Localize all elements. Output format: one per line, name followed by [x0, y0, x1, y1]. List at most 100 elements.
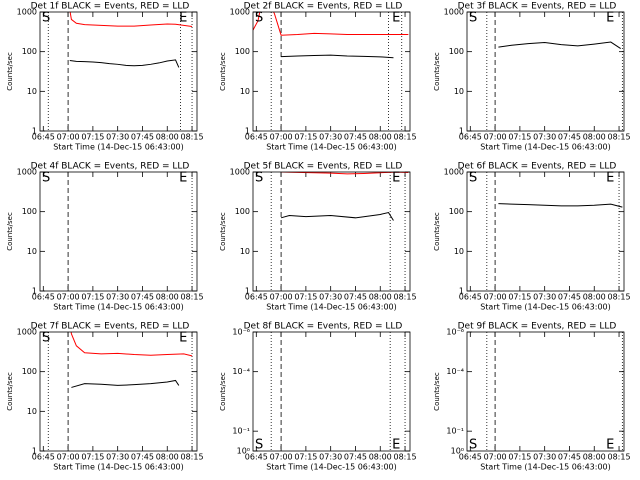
x-tick-label: 07:45	[344, 133, 367, 142]
x-tick-label: 07:45	[558, 453, 581, 462]
x-tick-label: 08:15	[608, 133, 631, 142]
plot-frame	[252, 331, 411, 452]
x-tick-label: 08:00	[369, 453, 392, 462]
y-axis-label: Counts/sec	[433, 372, 441, 411]
x-tick-label: 07:30	[533, 133, 556, 142]
x-tick-label: 07:00	[57, 453, 80, 462]
chart-title: Det 9f BLACK = Events, RED = LLD	[458, 322, 617, 332]
plot-frame	[252, 11, 411, 132]
y-axis-label: Counts/sec	[219, 212, 227, 251]
panel: Det 6f BLACK = Events, RED = LLD Counts/s…	[433, 162, 631, 312]
x-tick-label: 06:45	[32, 133, 55, 142]
y-tick-label: 10⁻⁶	[232, 328, 250, 337]
plot-frame	[466, 331, 625, 452]
y-tick-label: 1	[245, 287, 250, 296]
x-axis-label: Start Time (14-Dec-15 06:43:00)	[266, 143, 397, 152]
panel: Det 9f BLACK = Events, RED = LLD Counts/s…	[433, 322, 631, 472]
x-tick-label: 07:15	[81, 133, 104, 142]
y-tick-label: 1	[459, 287, 464, 296]
x-tick-label: 07:15	[294, 293, 317, 302]
y-axis-label: Counts/sec	[219, 372, 227, 411]
annotation: E	[606, 11, 614, 26]
y-tick-label: 10	[27, 247, 37, 256]
y-tick-label: 1000	[17, 328, 37, 337]
panel: Det 5f BLACK = Events, RED = LLD Counts/s…	[219, 162, 417, 312]
plot-frame	[39, 331, 198, 452]
x-tick-label: 07:15	[81, 453, 104, 462]
x-tick-label: 08:15	[181, 453, 204, 462]
panel: Det 8f BLACK = Events, RED = LLD Counts/s…	[219, 322, 417, 472]
annotation: E	[392, 11, 400, 26]
x-tick-label: 07:15	[294, 453, 317, 462]
annotation: E	[179, 171, 187, 186]
chart-title: Det 6f BLACK = Events, RED = LLD	[458, 162, 617, 172]
x-tick-label: 07:45	[344, 293, 367, 302]
x-tick-label: 07:00	[57, 293, 80, 302]
panel: Det 3f BLACK = Events, RED = LLD Counts/s…	[433, 2, 631, 152]
y-tick-label: 10⁰	[451, 447, 464, 456]
plot-frame	[39, 11, 198, 132]
x-tick-label: 08:15	[608, 453, 631, 462]
y-tick-label: 1	[459, 127, 464, 136]
y-tick-label: 100	[235, 47, 250, 56]
x-tick-label: 07:15	[294, 133, 317, 142]
x-tick-label: 06:45	[459, 133, 482, 142]
x-axis-label: Start Time (14-Dec-15 06:43:00)	[266, 303, 397, 312]
x-tick-label: 07:00	[484, 133, 507, 142]
y-tick-label: 10⁰	[237, 447, 250, 456]
x-tick-label: 08:15	[181, 293, 204, 302]
annotation: S	[255, 11, 263, 26]
y-tick-label: 10	[27, 87, 37, 96]
annotation: S	[469, 438, 477, 453]
y-axis-label: Counts/sec	[433, 212, 441, 251]
series-line	[253, 12, 409, 36]
x-axis-label: Start Time (14-Dec-15 06:43:00)	[53, 463, 184, 472]
x-tick-label: 08:00	[369, 133, 392, 142]
x-tick-label: 06:45	[32, 293, 55, 302]
x-axis-label: Start Time (14-Dec-15 06:43:00)	[266, 463, 397, 472]
x-tick-label: 07:30	[106, 453, 129, 462]
x-tick-label: 07:30	[106, 293, 129, 302]
x-tick-label: 08:15	[394, 133, 417, 142]
x-axis-label: Start Time (14-Dec-15 06:43:00)	[480, 303, 611, 312]
chart-title: Det 1f BLACK = Events, RED = LLD	[31, 2, 190, 12]
x-axis-label: Start Time (14-Dec-15 06:43:00)	[53, 143, 184, 152]
y-tick-label: 10	[454, 87, 464, 96]
x-tick-label: 07:00	[270, 133, 293, 142]
x-tick-label: 08:15	[394, 453, 417, 462]
y-tick-label: 100	[22, 367, 37, 376]
annotation: E	[392, 438, 400, 453]
y-tick-label: 10	[240, 87, 250, 96]
y-tick-label: 10⁻¹	[232, 427, 250, 436]
y-tick-label: 100	[235, 207, 250, 216]
series-line	[71, 379, 180, 388]
y-tick-label: 1000	[17, 8, 37, 17]
y-tick-label: 10	[240, 247, 250, 256]
annotation: S	[469, 11, 477, 26]
y-tick-label: 1000	[444, 8, 464, 17]
x-axis-label: Start Time (14-Dec-15 06:43:00)	[53, 303, 184, 312]
x-tick-label: 07:45	[558, 133, 581, 142]
y-tick-label: 100	[22, 207, 37, 216]
series-line	[281, 54, 394, 59]
annotation: S	[42, 331, 50, 346]
x-tick-label: 07:30	[533, 453, 556, 462]
annotation: E	[606, 438, 614, 453]
y-tick-label: 1000	[17, 168, 37, 177]
y-tick-label: 10	[454, 247, 464, 256]
x-tick-label: 07:15	[508, 293, 531, 302]
y-tick-label: 10⁻⁴	[446, 367, 464, 376]
y-tick-label: 100	[449, 207, 464, 216]
x-tick-label: 06:45	[459, 293, 482, 302]
panel: Det 4f BLACK = Events, RED = LLD Counts/s…	[6, 162, 204, 312]
x-tick-label: 06:45	[245, 453, 268, 462]
chart-title: Det 4f BLACK = Events, RED = LLD	[31, 162, 190, 172]
x-tick-label: 08:00	[583, 453, 606, 462]
x-tick-label: 07:30	[319, 133, 342, 142]
x-tick-label: 07:00	[484, 293, 507, 302]
x-tick-label: 07:45	[131, 453, 154, 462]
annotation: S	[255, 438, 263, 453]
y-axis-label: Counts/sec	[6, 212, 14, 251]
x-tick-label: 06:45	[245, 133, 268, 142]
